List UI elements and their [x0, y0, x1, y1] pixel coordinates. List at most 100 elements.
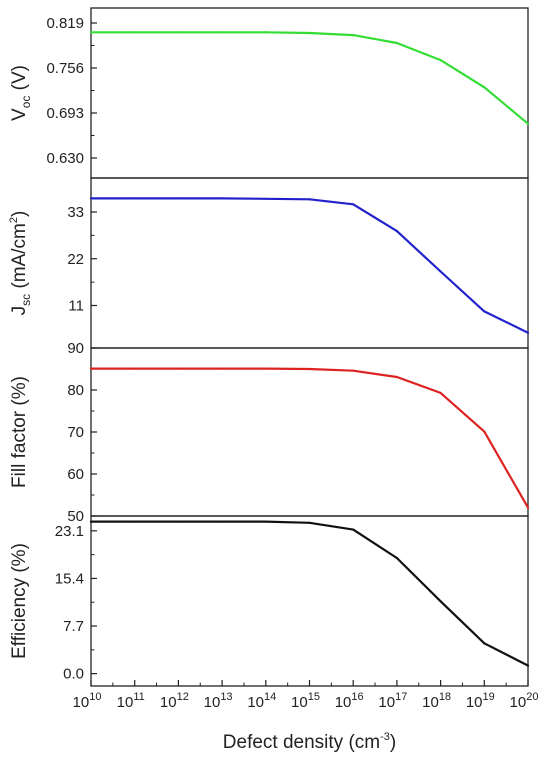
y-tick-label-eff: 15.4	[55, 570, 84, 587]
x-tick-label-exponent: 16	[351, 691, 363, 703]
x-tick-label-base: 10	[466, 694, 483, 711]
y-axis-title-main: V	[9, 108, 30, 121]
y-axis-title-eff: Efficiency (%)	[9, 543, 30, 659]
x-axis-title: Defect density (cm-3)	[223, 731, 396, 753]
data-point-voc	[395, 41, 398, 45]
y-axis-title-ff: Fill factor (%)	[9, 376, 30, 488]
data-point-eff	[133, 520, 136, 523]
data-point-ff	[221, 367, 224, 370]
y-tick-label-jsc: 33	[67, 204, 84, 221]
panel-voc: 0.630 0.693 0.756 0.819 Voc (V)	[9, 7, 530, 179]
x-tick-label: 1011	[117, 691, 145, 711]
data-point-jsc	[264, 197, 267, 200]
y-tick-label-eff: 7.7	[63, 618, 84, 635]
data-point-ff	[483, 430, 486, 433]
data-point-ff	[177, 367, 180, 370]
x-tick-label-base: 10	[247, 694, 264, 711]
x-tick-label-exponent: 18	[439, 691, 451, 703]
series-line-ff	[91, 367, 529, 509]
x-tick-label-base: 10	[204, 694, 221, 711]
x-tick-label: 1016	[335, 691, 364, 711]
x-tick-label-exponent: 13	[220, 691, 232, 703]
data-point-eff	[483, 642, 486, 645]
data-point-eff	[221, 520, 224, 523]
data-point-jsc	[526, 331, 530, 334]
y-tick-label-ff: 60	[67, 466, 84, 483]
data-point-voc	[133, 31, 136, 34]
x-tick-label: 1020	[510, 691, 539, 711]
y-axis-title-tail: (V)	[9, 65, 30, 96]
x-tick-label-exponent: 15	[308, 691, 320, 703]
x-tick-label-base: 10	[335, 694, 352, 711]
data-point-jsc	[133, 197, 136, 200]
data-point-voc	[483, 86, 486, 89]
series-line-voc	[91, 31, 529, 125]
y-axis-title-tail2: )	[9, 211, 30, 217]
y-tick-label-voc: 0.819	[46, 15, 84, 32]
data-point-jsc	[439, 270, 442, 273]
x-tick-label: 1017	[378, 691, 407, 711]
x-tick-label: 1018	[422, 691, 451, 711]
series-line-jsc	[91, 197, 529, 334]
panels-layer: 0.630 0.693 0.756 0.819 Voc (V) 11 22 33 Jsc (mA…	[8, 7, 530, 687]
x-tick-label: 1015	[291, 691, 320, 711]
data-point-jsc	[308, 198, 311, 201]
data-point-voc	[439, 59, 442, 62]
x-tick-label-base: 10	[510, 694, 527, 711]
panel-frame-jsc	[90, 177, 529, 349]
x-tick-label: 1013	[204, 691, 233, 711]
data-point-eff	[177, 520, 180, 523]
panel-jsc: 11 22 33 Jsc (mA/cm2)	[8, 177, 530, 349]
data-point-jsc	[352, 203, 355, 206]
y-axis-title-jsc: Jsc (mA/cm2)	[8, 211, 33, 316]
data-point-eff	[439, 600, 442, 603]
data-point-eff	[352, 528, 355, 531]
data-point-ff	[308, 367, 311, 371]
panel-frame-ff	[90, 347, 529, 517]
x-axis: 1010 1011 1012 1013 1014 1015 1016 1017 1018 1019…	[73, 680, 539, 711]
y-axis-title-sub: sc	[19, 294, 33, 306]
y-axis-title-voc: Voc (V)	[9, 65, 33, 121]
x-tick-label-exponent: 19	[483, 691, 495, 703]
data-point-eff	[264, 520, 267, 523]
data-point-ff	[395, 375, 398, 379]
x-tick-label-exponent: 12	[177, 691, 189, 703]
panel-ff: 50 60 70 80 90 Fill factor (%)	[9, 340, 530, 525]
y-axis-title-sub: oc	[19, 96, 33, 109]
x-tick-label: 1012	[160, 691, 189, 711]
x-tick-label-exponent: 11	[133, 691, 144, 703]
data-point-voc	[352, 34, 355, 37]
data-point-voc	[526, 122, 530, 125]
x-axis-title-main: Defect density (cm	[223, 732, 380, 753]
data-point-eff	[89, 520, 93, 523]
x-tick-label-base: 10	[378, 694, 395, 711]
data-point-jsc	[395, 230, 398, 233]
data-point-ff	[526, 506, 530, 509]
y-tick-label-voc: 0.693	[46, 105, 84, 122]
x-tick-label-exponent: 10	[89, 691, 101, 703]
x-tick-label-exponent: 20	[526, 691, 538, 703]
data-point-voc	[264, 31, 267, 34]
y-axis-title-main: J	[9, 306, 30, 316]
data-point-voc	[308, 31, 311, 35]
x-tick-label: 1010	[73, 691, 102, 711]
data-point-jsc	[177, 197, 180, 200]
data-point-voc	[221, 31, 224, 34]
data-point-eff	[308, 521, 311, 524]
y-tick-label-ff: 90	[67, 340, 84, 357]
x-tick-label-base: 10	[422, 694, 439, 711]
y-tick-label-voc: 0.756	[46, 60, 84, 77]
y-axis-title-tail: (mA/cm	[9, 223, 30, 294]
x-tick-label-base: 10	[160, 694, 177, 711]
data-point-jsc	[483, 310, 486, 313]
y-axis-title-sup: 2	[8, 217, 20, 223]
x-axis-title-sup: -3	[380, 731, 390, 743]
y-axis-title-main: Efficiency (%)	[9, 543, 30, 659]
y-tick-label-eff: 23.1	[55, 523, 84, 540]
x-tick-label-base: 10	[291, 694, 308, 711]
data-point-eff	[395, 556, 398, 560]
data-point-voc	[177, 31, 180, 34]
data-point-eff	[526, 664, 530, 667]
y-tick-label-ff: 80	[67, 382, 84, 399]
y-tick-label-ff: 70	[67, 424, 84, 441]
